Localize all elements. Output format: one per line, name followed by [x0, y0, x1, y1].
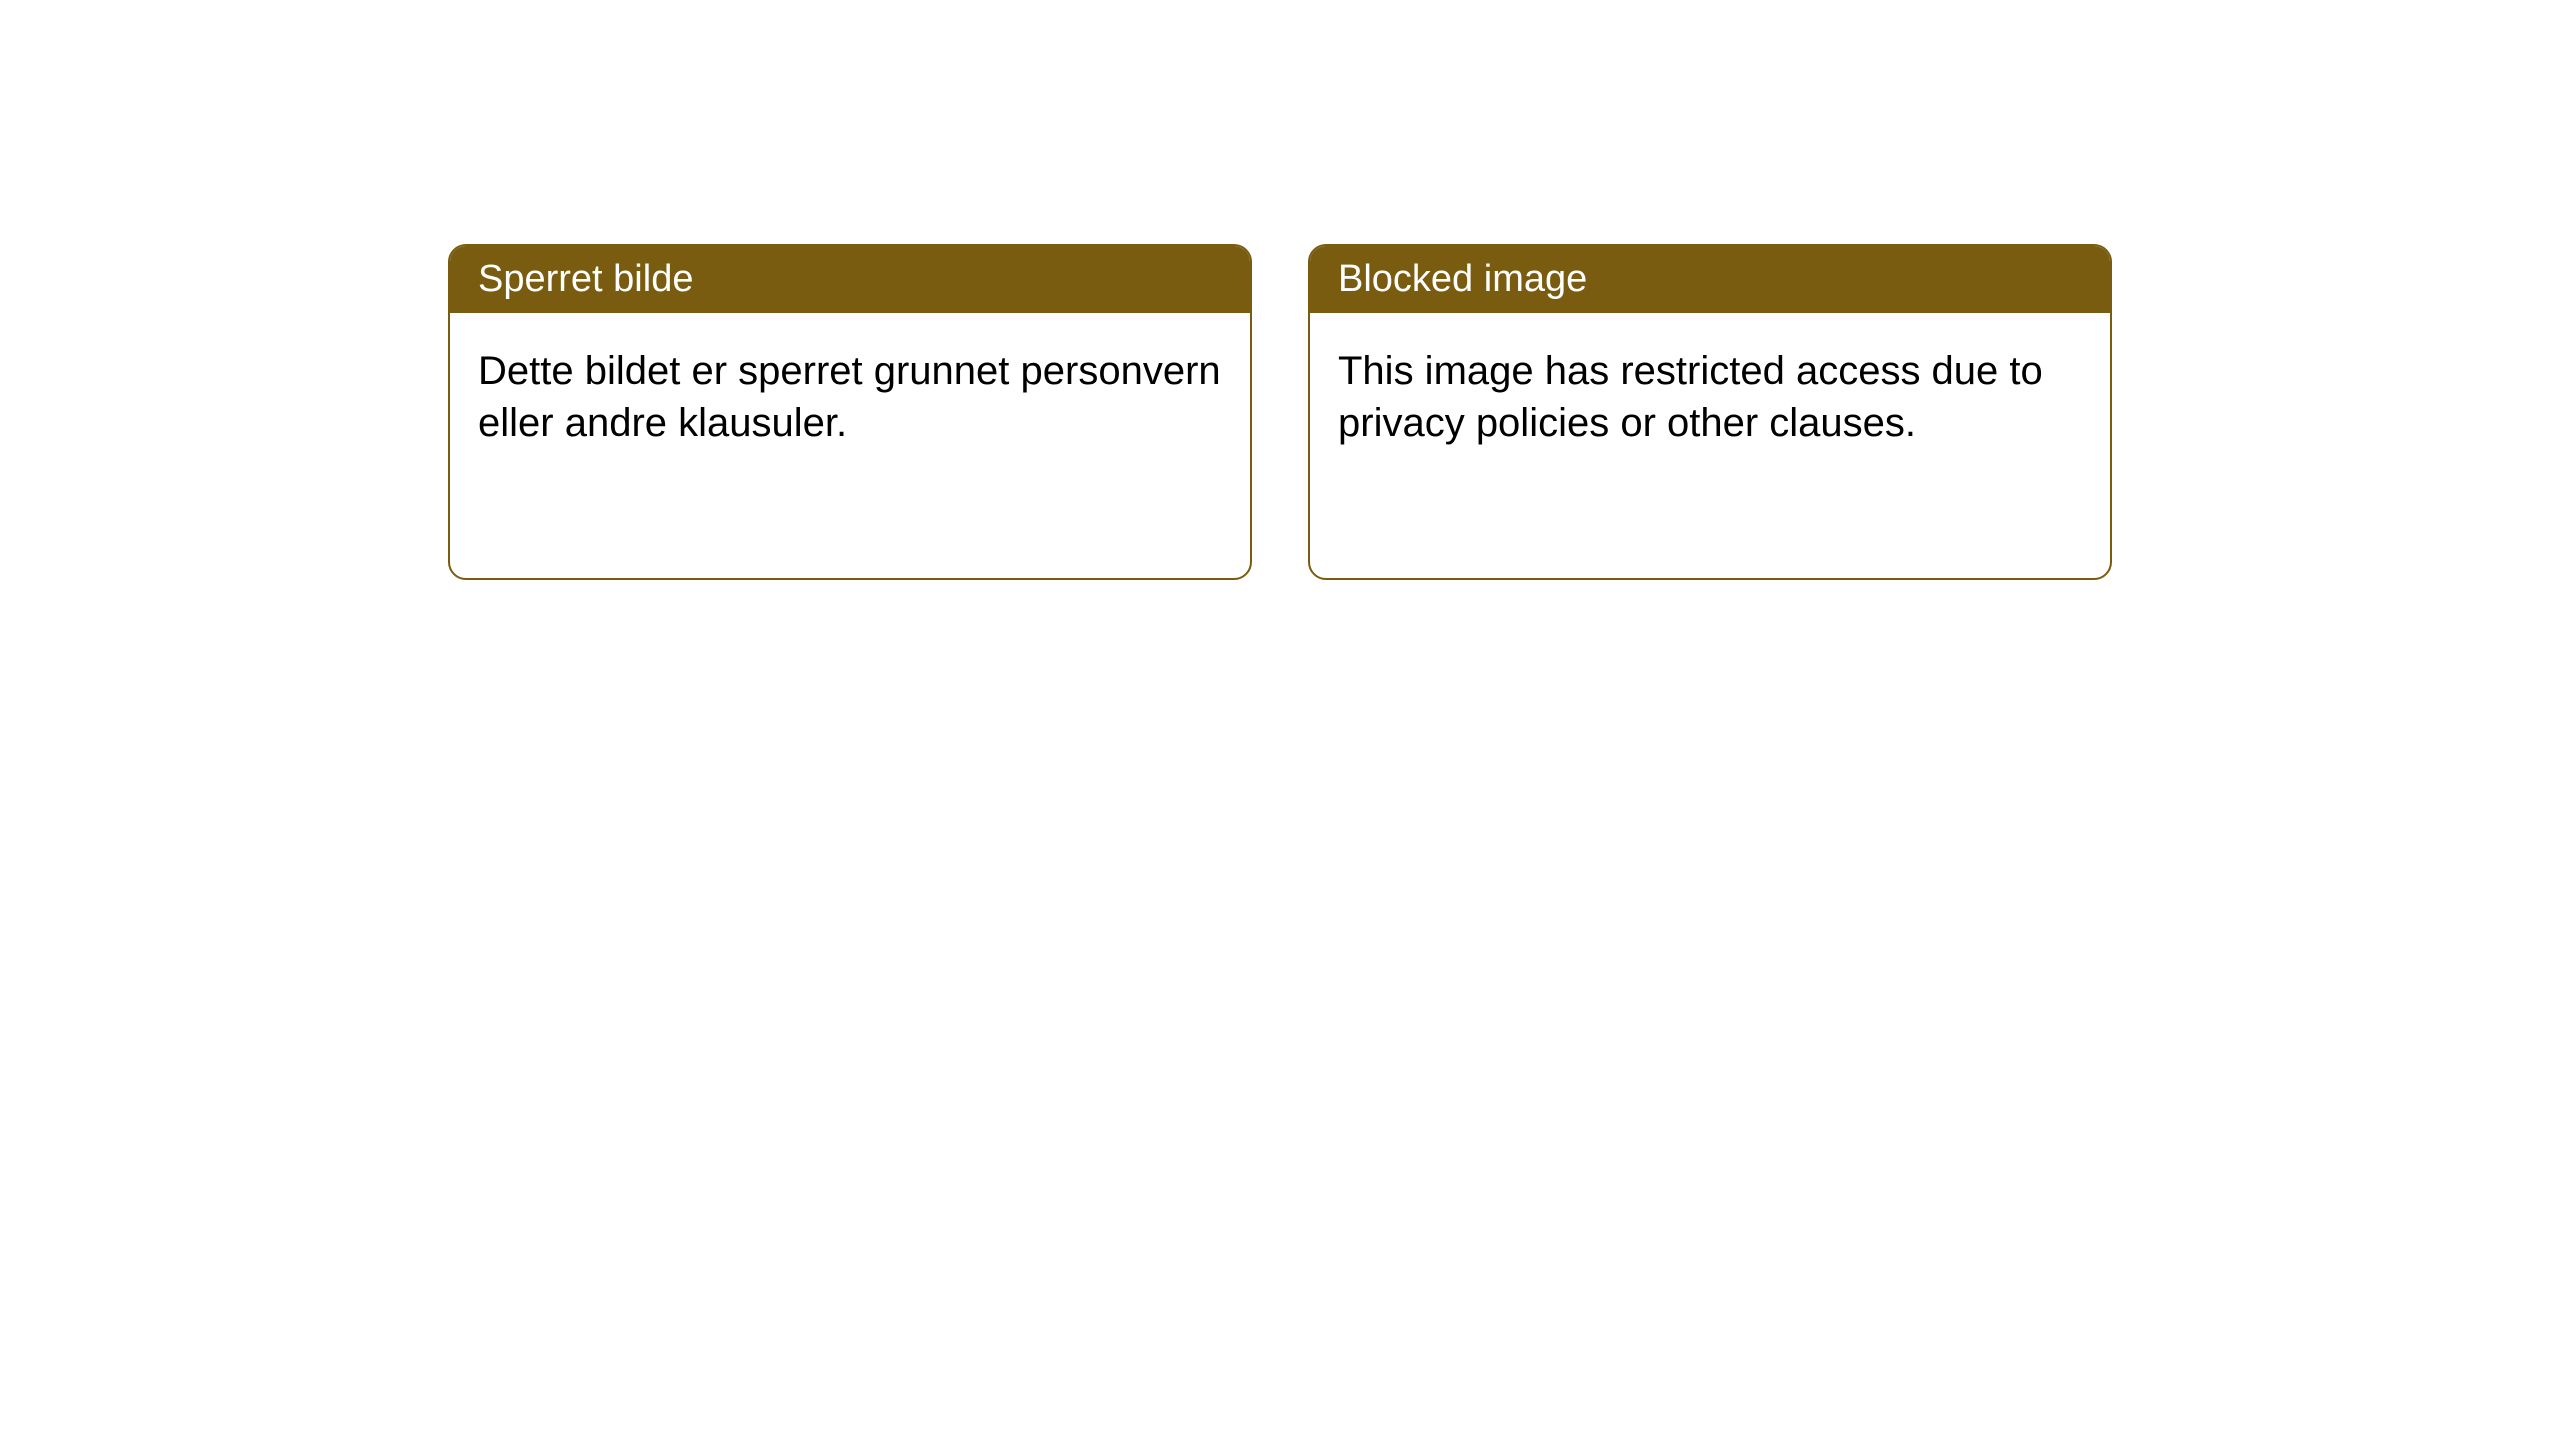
notice-card-norwegian: Sperret bilde Dette bildet er sperret gr…: [448, 244, 1252, 580]
card-body-text: This image has restricted access due to …: [1310, 313, 2110, 481]
card-title: Sperret bilde: [450, 246, 1250, 313]
card-body-text: Dette bildet er sperret grunnet personve…: [450, 313, 1250, 481]
notice-container: Sperret bilde Dette bildet er sperret gr…: [0, 0, 2560, 580]
notice-card-english: Blocked image This image has restricted …: [1308, 244, 2112, 580]
card-title: Blocked image: [1310, 246, 2110, 313]
